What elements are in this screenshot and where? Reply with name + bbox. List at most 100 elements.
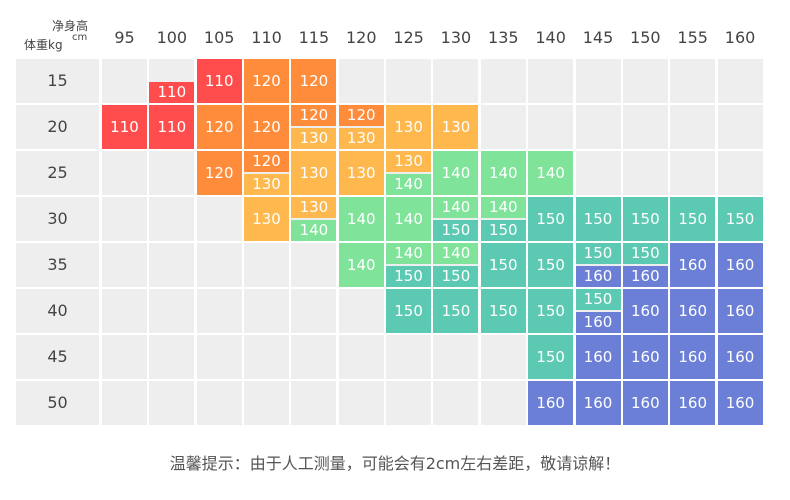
size-cell: 150 — [433, 289, 479, 333]
size-cell: 120 — [244, 105, 290, 149]
empty-cell — [386, 59, 432, 103]
size-cell: 110 — [102, 105, 147, 149]
empty-cell — [338, 289, 384, 333]
empty-cell — [149, 151, 195, 195]
empty-cell — [528, 59, 574, 103]
size-cell: 110 — [149, 82, 195, 103]
empty-cell — [528, 105, 574, 149]
footer-note: 温馨提示：由于人工测量，可能会有2cm左右差距，敬请谅解！ — [169, 454, 621, 473]
empty-cell — [102, 289, 147, 333]
size-cell: 160 — [528, 381, 574, 425]
size-cell: 140 — [433, 243, 479, 264]
size-cell: 150 — [622, 243, 668, 264]
height-header: 100 — [156, 28, 188, 47]
empty-cell — [149, 381, 195, 425]
empty-cell — [670, 105, 716, 149]
size-cell: 140 — [386, 197, 432, 241]
size-cell: 130 — [338, 128, 384, 149]
empty-cell — [480, 335, 526, 379]
size-cell: 150 — [480, 243, 526, 287]
corner-height-label: 净身高 — [52, 19, 89, 33]
size-cell: 160 — [622, 381, 668, 425]
empty-cell — [433, 59, 479, 103]
size-cell: 160 — [575, 381, 621, 425]
size-cell: 150 — [386, 289, 432, 333]
size-cell: 150 — [480, 220, 526, 241]
size-cell: 150 — [622, 197, 668, 241]
size-cell: 160 — [670, 289, 716, 333]
size-cell: 150 — [433, 266, 479, 287]
empty-cell — [338, 381, 384, 425]
size-cell: 160 — [575, 335, 621, 379]
empty-cell — [480, 59, 526, 103]
size-cell: 160 — [670, 243, 716, 287]
empty-cell — [480, 381, 526, 425]
height-header: 135 — [488, 28, 519, 47]
size-cell: 130 — [433, 105, 479, 149]
weight-header: 35 — [16, 243, 99, 287]
empty-cell — [102, 197, 147, 241]
size-cell: 160 — [622, 335, 668, 379]
size-cell: 130 — [291, 151, 337, 195]
size-cell: 130 — [291, 128, 337, 149]
size-cell: 110 — [149, 105, 195, 149]
empty-cell — [433, 335, 479, 379]
size-cell: 140 — [386, 174, 432, 195]
height-header: 95 — [114, 28, 135, 47]
empty-cell — [102, 335, 147, 379]
empty-cell — [149, 197, 195, 241]
empty-cell — [670, 151, 716, 195]
height-header: 130 — [440, 28, 472, 47]
size-cell: 140 — [433, 197, 479, 218]
height-header: 105 — [203, 28, 235, 47]
size-cell: 140 — [338, 197, 384, 241]
empty-cell — [244, 335, 290, 379]
size-cell: 130 — [244, 174, 290, 195]
weight-header: 40 — [16, 289, 99, 333]
empty-cell — [291, 381, 337, 425]
height-header: 145 — [582, 28, 614, 47]
size-cell: 120 — [291, 105, 337, 126]
empty-cell — [386, 381, 432, 425]
empty-cell — [244, 243, 290, 287]
size-cell: 150 — [528, 243, 574, 287]
height-header: 160 — [724, 28, 756, 47]
size-cell: 160 — [575, 312, 621, 333]
size-cell: 160 — [717, 289, 763, 333]
size-cell: 140 — [528, 151, 574, 195]
empty-cell — [196, 381, 242, 425]
empty-cell — [575, 105, 621, 149]
empty-cell — [338, 59, 384, 103]
empty-cell — [338, 335, 384, 379]
empty-cell — [575, 59, 621, 103]
size-cell: 150 — [528, 335, 574, 379]
size-cell: 150 — [386, 266, 432, 287]
weight-header: 25 — [16, 151, 99, 195]
empty-cell — [149, 243, 195, 287]
size-cell: 150 — [528, 289, 574, 333]
height-header: 125 — [393, 28, 424, 47]
size-cell: 150 — [575, 243, 621, 264]
empty-cell — [622, 151, 668, 195]
empty-cell — [149, 289, 195, 333]
empty-cell — [291, 335, 337, 379]
empty-cell — [196, 289, 242, 333]
size-cell: 130 — [386, 151, 432, 172]
weight-header: 45 — [16, 335, 99, 379]
empty-cell — [622, 105, 668, 149]
height-header: 115 — [298, 28, 330, 47]
height-header: 140 — [535, 28, 566, 47]
size-cell: 160 — [717, 381, 763, 425]
size-cell: 140 — [291, 220, 337, 241]
empty-cell — [102, 151, 147, 195]
size-cell: 110 — [196, 59, 242, 103]
size-cell: 150 — [575, 197, 621, 241]
height-header: 150 — [630, 28, 661, 47]
empty-cell — [575, 151, 621, 195]
empty-cell — [386, 335, 432, 379]
size-cell: 130 — [244, 197, 290, 241]
empty-cell — [717, 105, 763, 149]
size-cell: 120 — [338, 105, 384, 126]
empty-cell — [244, 381, 290, 425]
empty-cell — [433, 381, 479, 425]
